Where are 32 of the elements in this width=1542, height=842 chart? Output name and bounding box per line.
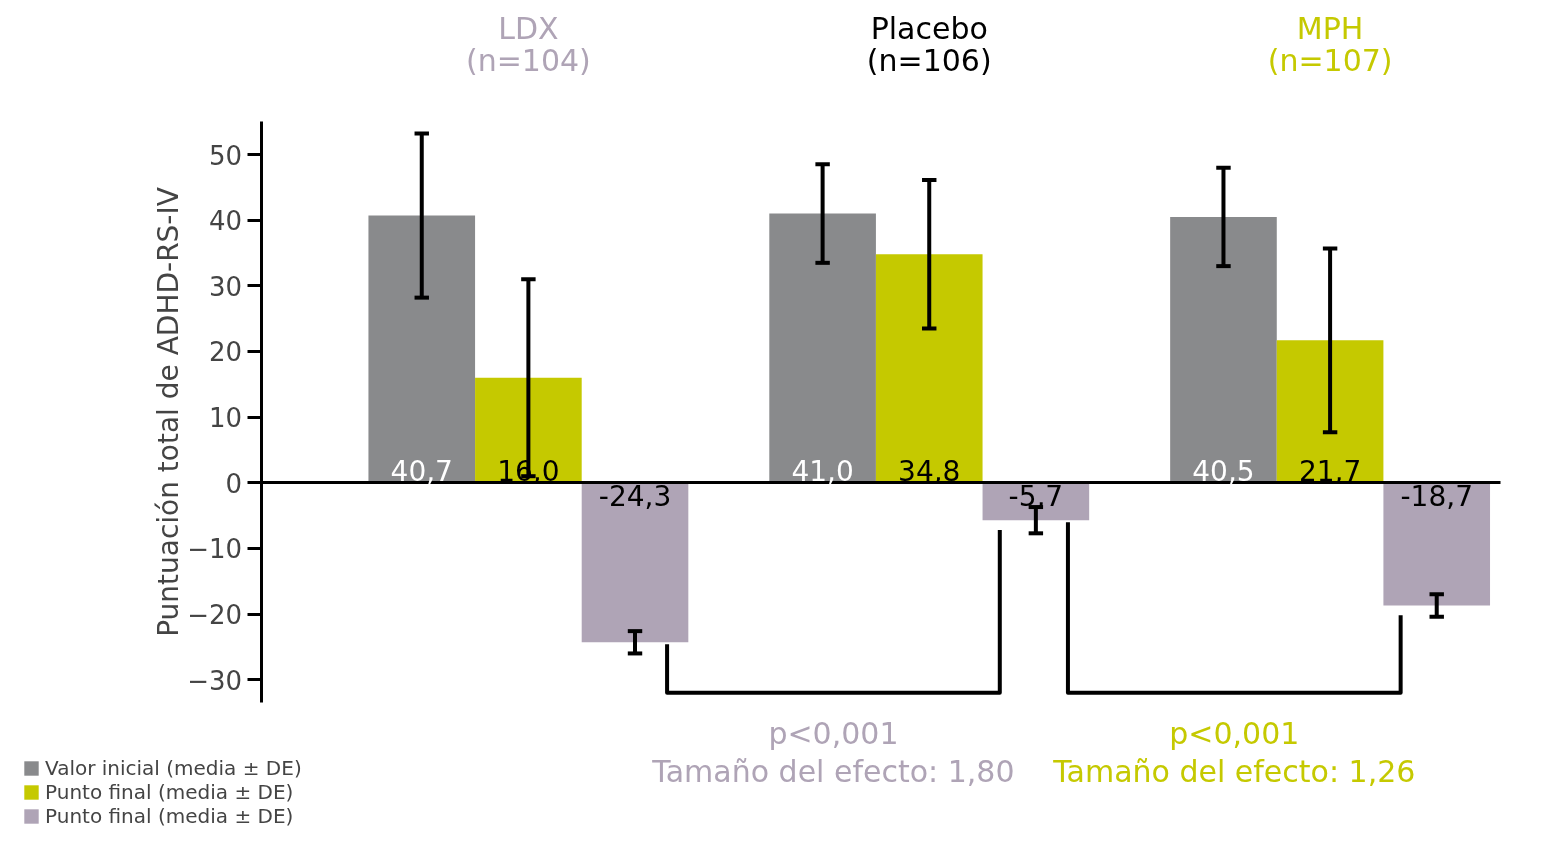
- data-label: -24,3: [598, 479, 672, 513]
- x-tick-label: Placebo (n=106): [866, 11, 992, 79]
- y-tick-label: −20: [187, 600, 243, 631]
- data-label: 40,7: [390, 454, 453, 488]
- data-label: 40,5: [1192, 454, 1255, 488]
- bar: [1170, 216, 1277, 483]
- legend-label: Punto final (media ± DE): [45, 780, 294, 804]
- y-tick-label: 20: [208, 337, 243, 368]
- y-tick-label: 10: [208, 403, 243, 434]
- y-tick-label: 30: [208, 271, 243, 302]
- text: p<0,001 Tamaño del efecto: 1,80: [651, 716, 1015, 789]
- y-tick-label: 40: [208, 206, 243, 237]
- bar: [1383, 482, 1491, 606]
- data-label: -18,7: [1400, 479, 1473, 513]
- data-label: 34,8: [898, 454, 961, 488]
- bar: [875, 254, 983, 483]
- y-tick-label: −10: [187, 534, 243, 565]
- data-label: -5,7: [1008, 479, 1064, 513]
- data-label: 41,0: [791, 454, 854, 488]
- bar: [368, 215, 476, 483]
- x-tick-label: LDX (n=104): [465, 11, 591, 79]
- y-tick-label: 0: [225, 468, 243, 499]
- y-tick-label: −30: [187, 665, 243, 696]
- y-axis-title: Puntuación total de ADHD-RS-IV: [151, 187, 185, 637]
- text: p<0,001 Tamaño del efecto: 1,26: [1052, 716, 1416, 789]
- data-label: 21,7: [1298, 454, 1362, 488]
- legend-label: Punto final (media ± DE): [45, 804, 294, 828]
- y-tick-label: 50: [208, 140, 243, 171]
- bar: [769, 213, 876, 483]
- bar: [581, 482, 689, 643]
- x-tick-label: MPH (n=107): [1267, 11, 1393, 79]
- legend-label: Valor inicial (media ± DE): [45, 756, 302, 780]
